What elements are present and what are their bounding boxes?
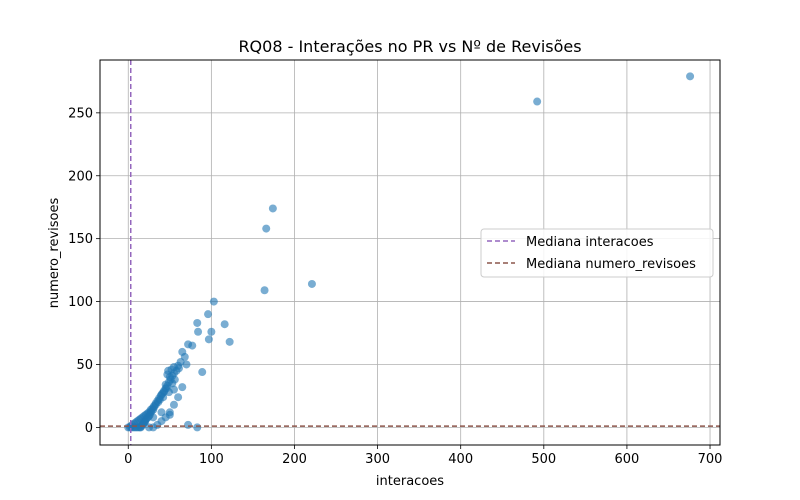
y-tick-label: 50 [76,358,93,373]
y-tick-label: 0 [85,421,93,436]
data-point [260,286,269,295]
data-point [207,327,216,336]
data-point [182,360,191,369]
axis-ticks: 0 100 200 300 400 500 600 700 0 50 100 150 200 250 [68,106,722,467]
y-tick-label: 100 [68,295,93,310]
data-point [533,97,542,106]
data-point [149,413,158,422]
data-point [204,310,213,319]
data-point [165,410,174,419]
data-point [209,297,218,306]
legend: Mediana interacoes Mediana numero_reviso… [480,228,714,278]
chart-title: RQ08 - Interações no PR vs Nº de Revisõe… [238,37,581,56]
plot-frame [99,59,721,446]
data-point [174,364,183,373]
data-point [686,72,695,81]
y-tick-label: 150 [68,232,93,247]
median-lines [100,60,720,445]
data-point [204,335,213,344]
x-tick-label: 0 [124,452,132,467]
data-point [193,423,202,432]
data-point [169,400,178,409]
legend-box [480,228,714,278]
data-point [225,337,234,346]
data-point [262,224,271,233]
y-axis-label: numero_revisoes [47,198,62,309]
x-tick-label: 400 [448,452,473,467]
data-point [157,408,166,417]
x-axis-label: interacoes [376,474,444,489]
x-tick-label: 300 [365,452,390,467]
x-tick-label: 200 [282,452,307,467]
data-point [198,368,207,377]
data-point [307,279,316,288]
x-tick-label: 700 [698,452,723,467]
data-point [174,393,183,402]
data-point [193,318,202,327]
grid [100,60,720,445]
data-point [184,420,193,429]
x-tick-label: 500 [531,452,556,467]
legend-label-median-revisoes: Mediana numero_revisoes [526,257,696,272]
x-tick-label: 600 [615,452,640,467]
x-tick-label: 100 [199,452,224,467]
data-point [268,204,277,213]
data-point [178,383,187,392]
data-point [220,320,229,329]
data-point [140,418,149,427]
data-point [188,341,197,350]
legend-label-median-interacoes: Mediana interacoes [526,235,654,250]
y-tick-label: 200 [68,169,93,184]
y-tick-label: 250 [68,106,93,121]
data-point [194,327,203,336]
